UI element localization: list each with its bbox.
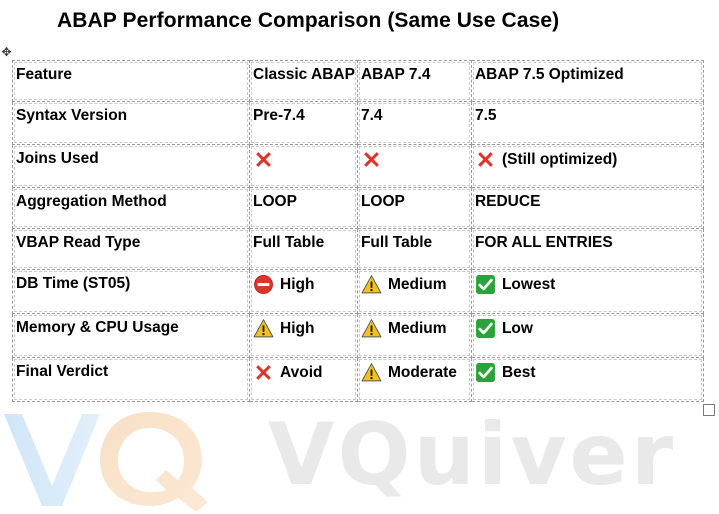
- value-cell[interactable]: Pre-7.4: [249, 101, 358, 145]
- table-row: Memory & CPU Usage High Medium Low: [12, 313, 704, 358]
- warning-icon: [361, 362, 382, 383]
- value-cell[interactable]: Avoid: [249, 357, 358, 402]
- comparison-table: Feature Classic ABAP ABAP 7.4 ABAP 7.5 O…: [12, 60, 704, 402]
- value-cell[interactable]: 7.4: [356, 101, 472, 145]
- cell-value: Moderate: [387, 363, 457, 381]
- cell-value: Full Table: [253, 234, 325, 251]
- cell-value: Medium: [387, 275, 447, 293]
- watermark-text: VQuiver: [268, 405, 677, 505]
- feature-label: Aggregation Method: [16, 193, 167, 210]
- check-icon: [475, 318, 496, 339]
- value-cell[interactable]: (Still optimized): [470, 144, 704, 188]
- warning-icon: [361, 274, 382, 295]
- table-row: DB Time (ST05) High Medium Lowest: [12, 269, 704, 314]
- value-cell[interactable]: High: [249, 269, 358, 314]
- header-label: Classic ABAP: [253, 66, 355, 83]
- cell-value: 7.4: [360, 107, 383, 124]
- value-cell[interactable]: Moderate: [356, 357, 472, 402]
- feature-cell[interactable]: Final Verdict: [12, 357, 250, 402]
- cell-value: Low: [501, 319, 533, 337]
- feature-cell[interactable]: Memory & CPU Usage: [12, 313, 250, 358]
- check-icon: [475, 362, 496, 383]
- header-label: Feature: [16, 66, 72, 83]
- value-cell[interactable]: [356, 144, 472, 188]
- header-label: ABAP 7.5 Optimized: [474, 66, 624, 83]
- feature-label: Memory & CPU Usage: [16, 319, 179, 336]
- table-header-row: Feature Classic ABAP ABAP 7.4 ABAP 7.5 O…: [12, 60, 704, 102]
- table-row: Syntax Version Pre-7.4 7.4 7.5: [12, 101, 704, 145]
- feature-cell[interactable]: Aggregation Method: [12, 187, 250, 229]
- header-cell-abap74[interactable]: ABAP 7.4: [356, 60, 472, 102]
- table-move-handle-icon[interactable]: ✥: [1, 45, 12, 59]
- value-cell[interactable]: FOR ALL ENTRIES: [470, 228, 704, 270]
- header-label: ABAP 7.4: [360, 66, 431, 83]
- feature-label: VBAP Read Type: [16, 234, 141, 251]
- cell-value: High: [280, 319, 315, 337]
- value-cell[interactable]: Medium: [356, 313, 472, 358]
- feature-cell[interactable]: VBAP Read Type: [12, 228, 250, 270]
- value-cell[interactable]: Low: [470, 313, 704, 358]
- header-cell-classic[interactable]: Classic ABAP: [249, 60, 358, 102]
- warning-icon: [361, 318, 382, 339]
- table-resize-handle[interactable]: [703, 404, 715, 416]
- cell-value: LOOP: [253, 193, 297, 210]
- cell-value: 7.5: [474, 107, 497, 124]
- table-row: Joins Used (Still optimized): [12, 144, 704, 188]
- value-cell[interactable]: High: [249, 313, 358, 358]
- feature-label: DB Time (ST05): [16, 275, 131, 292]
- feature-label: Final Verdict: [16, 363, 109, 380]
- cell-value: Pre-7.4: [253, 107, 305, 124]
- feature-cell[interactable]: Syntax Version: [12, 101, 250, 145]
- cell-value: Medium: [387, 319, 447, 337]
- cross-icon: [475, 149, 496, 170]
- value-cell[interactable]: Full Table: [249, 228, 358, 270]
- cell-value: REDUCE: [474, 193, 541, 210]
- cell-value: Avoid: [280, 363, 323, 381]
- cell-value: Best: [501, 363, 536, 381]
- cross-icon: [361, 149, 382, 170]
- value-cell[interactable]: Full Table: [356, 228, 472, 270]
- header-cell-feature[interactable]: Feature: [12, 60, 250, 102]
- cell-value: (Still optimized): [501, 150, 618, 168]
- document-title: ABAP Performance Comparison (Same Use Ca…: [57, 9, 560, 32]
- cell-value: FOR ALL ENTRIES: [474, 234, 613, 251]
- cross-icon: [253, 149, 274, 170]
- feature-label: Syntax Version: [16, 107, 128, 124]
- cross-icon: [253, 362, 274, 383]
- cell-value: Full Table: [360, 234, 433, 251]
- check-icon: [475, 274, 496, 295]
- no-entry-icon: [253, 274, 274, 295]
- value-cell[interactable]: LOOP: [356, 187, 472, 229]
- table-row: Aggregation Method LOOP LOOP REDUCE: [12, 187, 704, 229]
- value-cell[interactable]: [249, 144, 358, 188]
- value-cell[interactable]: LOOP: [249, 187, 358, 229]
- value-cell[interactable]: Lowest: [470, 269, 704, 314]
- value-cell[interactable]: Medium: [356, 269, 472, 314]
- feature-label: Joins Used: [16, 150, 99, 167]
- table-row: Final Verdict Avoid Moderate Best: [12, 357, 704, 402]
- table-row: VBAP Read Type Full Table Full Table FOR AL…: [12, 228, 704, 270]
- feature-cell[interactable]: DB Time (ST05): [12, 269, 250, 314]
- header-cell-abap75[interactable]: ABAP 7.5 Optimized: [470, 60, 704, 102]
- cell-value: LOOP: [360, 193, 405, 210]
- cell-value: Lowest: [501, 275, 556, 293]
- value-cell[interactable]: 7.5: [470, 101, 704, 145]
- feature-cell[interactable]: Joins Used: [12, 144, 250, 188]
- value-cell[interactable]: Best: [470, 357, 704, 402]
- value-cell[interactable]: REDUCE: [470, 187, 704, 229]
- warning-icon: [253, 318, 274, 339]
- cell-value: High: [280, 275, 315, 293]
